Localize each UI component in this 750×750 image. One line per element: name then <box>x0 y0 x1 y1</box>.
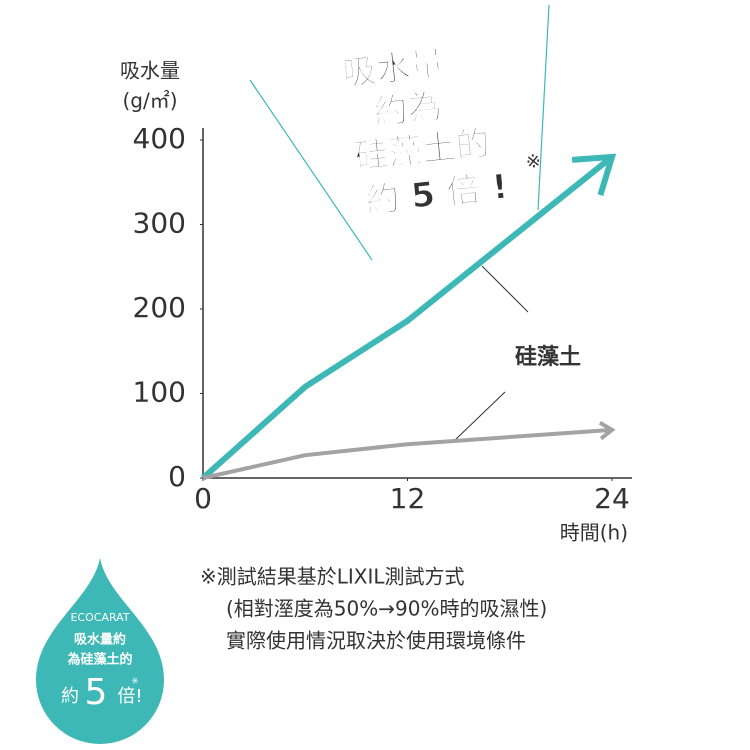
y-tick-label: 200 <box>133 291 186 324</box>
footnote-line: ※測試結果基於LIXIL測試方式 <box>200 565 465 589</box>
badge-brand: ECOCARAT <box>70 611 129 624</box>
badge: ECOCARAT 吸水量約 為硅藻土的 約 5 倍! ※ <box>36 558 164 744</box>
x-tick-label: 12 <box>390 482 426 515</box>
series-label: 硅藻土 <box>515 345 581 370</box>
y-tick-label: 0 <box>168 460 186 493</box>
series-line <box>201 154 614 481</box>
y-axis-label: (g/㎡) <box>122 89 177 113</box>
badge-mark: ※ <box>132 677 139 686</box>
headline-line: 約 5 倍 ! <box>364 167 510 222</box>
footnote: ※測試結果基於LIXIL測試方式 (相對溼度為50%→90%時的吸濕性) 實際使… <box>200 565 547 653</box>
headline-mark: ※ <box>525 151 542 173</box>
arrow-head <box>598 421 616 441</box>
decor-line <box>249 79 373 261</box>
headline: 吸水量 約為 硅藻土的 約 5 倍 ! ※ <box>340 43 542 222</box>
badge-line: 吸水量約 <box>74 632 126 648</box>
badge-suffix: 倍! <box>117 686 142 707</box>
y-tick-label: 300 <box>133 207 186 240</box>
x-axis-label: 時間(h) <box>560 521 628 545</box>
badge-number: 5 <box>85 672 108 713</box>
y-tick-label: 400 <box>133 122 186 155</box>
decor-line <box>537 4 550 211</box>
badge-prefix: 約 <box>61 686 79 707</box>
series-line <box>202 427 613 480</box>
y-tick-label: 100 <box>133 376 186 409</box>
y-axis-label: 吸水量 <box>120 59 180 83</box>
callout-line <box>454 391 506 441</box>
x-tick-label: 24 <box>594 482 630 515</box>
headline-line: 約為 <box>372 86 444 133</box>
arrow-head <box>571 153 617 197</box>
callout-line <box>481 265 529 313</box>
x-tick-label: 0 <box>194 482 212 515</box>
headline-line: 硅藻土的 <box>352 123 491 177</box>
headline-line: 吸水量 <box>341 44 447 94</box>
footnote-line: (相對溼度為50%→90%時的吸濕性) <box>226 597 547 621</box>
footnote-line: 實際使用情況取決於使用環境條件 <box>226 629 526 653</box>
badge-drop <box>36 558 164 744</box>
badge-line: 為硅藻土的 <box>67 652 132 668</box>
